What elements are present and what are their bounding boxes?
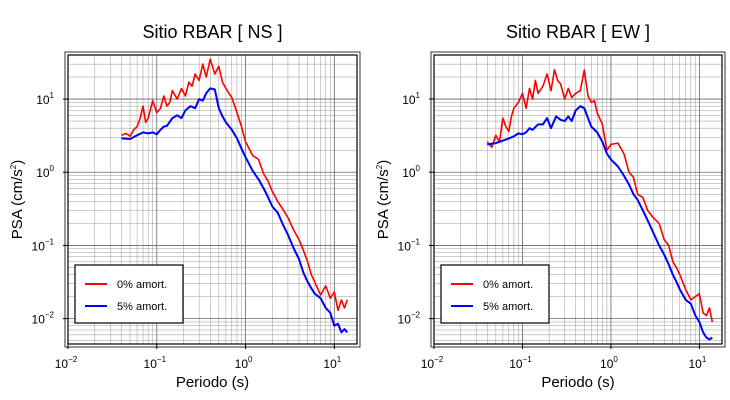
y-axis-label-end: ) [375,160,392,165]
y-tick-base: 10 [398,239,412,253]
y-tick-label: 100 [402,164,420,180]
y-tick-base: 10 [398,313,412,327]
legend-box [440,264,550,324]
x-tick-base: 10 [323,357,337,371]
y-tick-exponent: 0 [50,164,55,173]
legend-label: 0% amort. [117,279,167,291]
x-tick-exponent: 0 [613,355,618,364]
y-tick-base: 10 [32,239,46,253]
legend-label: 5% amort. [483,301,533,313]
legend-label: 5% amort. [117,301,167,313]
plot-frame-outer [430,51,726,348]
y-tick-base: 10 [32,313,46,327]
x-tick-exponent: −2 [68,355,78,364]
x-tick-base: 10 [509,357,523,371]
series-line-damped [121,87,349,334]
y-axis-label-end: ) [9,160,26,165]
series-line-damped [487,105,713,341]
x-tick-exponent: 0 [248,355,253,364]
legend-box [74,264,184,324]
y-tick-exponent: −1 [45,237,55,246]
x-tick-label: 101 [323,355,341,371]
x-tick-label: 10−1 [509,355,532,371]
chart-title: Sitio RBAR [ NS ] [142,22,282,42]
y-tick-exponent: −1 [411,237,421,246]
y-tick-label: 100 [36,164,54,180]
x-tick-label: 10−2 [421,355,444,371]
y-tick-base: 10 [402,166,416,180]
legend-label: 0% amort. [483,279,533,291]
y-tick-label: 10−1 [398,237,421,253]
y-axis-label-main: PSA (cm/s [9,169,26,239]
x-tick-exponent: 1 [337,355,342,364]
y-tick-label: 10−2 [32,311,55,327]
y-axis-label-main: PSA (cm/s [375,169,392,239]
x-axis-label: Periodo (s) [541,374,614,391]
x-tick-label: 100 [235,355,253,371]
y-tick-base: 10 [36,93,50,107]
y-tick-base: 10 [36,166,50,180]
x-tick-label: 101 [689,355,707,371]
plot-frame-outer [64,51,361,348]
x-tick-base: 10 [600,357,614,371]
legend: 0% amort. 5% amort. [440,264,550,324]
series-line-undamped [486,69,714,323]
chart-title: Sitio RBAR [ EW ] [506,22,650,42]
plot-frame [67,54,358,345]
x-tick-base: 10 [421,357,435,371]
y-tick-label: 101 [36,91,54,107]
x-tick-exponent: −1 [157,355,167,364]
y-tick-exponent: 1 [416,91,421,100]
y-tick-label: 101 [402,91,420,107]
y-tick-base: 10 [402,93,416,107]
y-tick-exponent: −2 [411,311,421,320]
y-tick-label: 10−1 [32,237,55,253]
y-tick-exponent: 0 [416,164,421,173]
x-tick-base: 10 [689,357,703,371]
y-axis-label: PSA (cm/s2) [375,160,392,239]
series-line-undamped [121,58,349,312]
y-axis-label-superscript: 2 [375,164,384,169]
y-axis-label-superscript: 2 [9,164,18,169]
x-axis-label: Periodo (s) [176,374,249,391]
x-tick-base: 10 [144,357,158,371]
x-tick-base: 10 [55,357,69,371]
x-tick-label: 100 [600,355,618,371]
y-axis-label: PSA (cm/s2) [9,160,26,239]
x-tick-label: 10−2 [55,355,78,371]
y-tick-exponent: 1 [50,91,55,100]
x-tick-base: 10 [235,357,249,371]
plot-frame [433,54,723,345]
legend: 0% amort. 5% amort. [74,264,184,324]
x-tick-exponent: −2 [434,355,444,364]
x-tick-exponent: 1 [702,355,707,364]
x-tick-label: 10−1 [144,355,167,371]
x-tick-exponent: −1 [523,355,533,364]
y-tick-exponent: −2 [45,311,55,320]
y-tick-label: 10−2 [398,311,421,327]
